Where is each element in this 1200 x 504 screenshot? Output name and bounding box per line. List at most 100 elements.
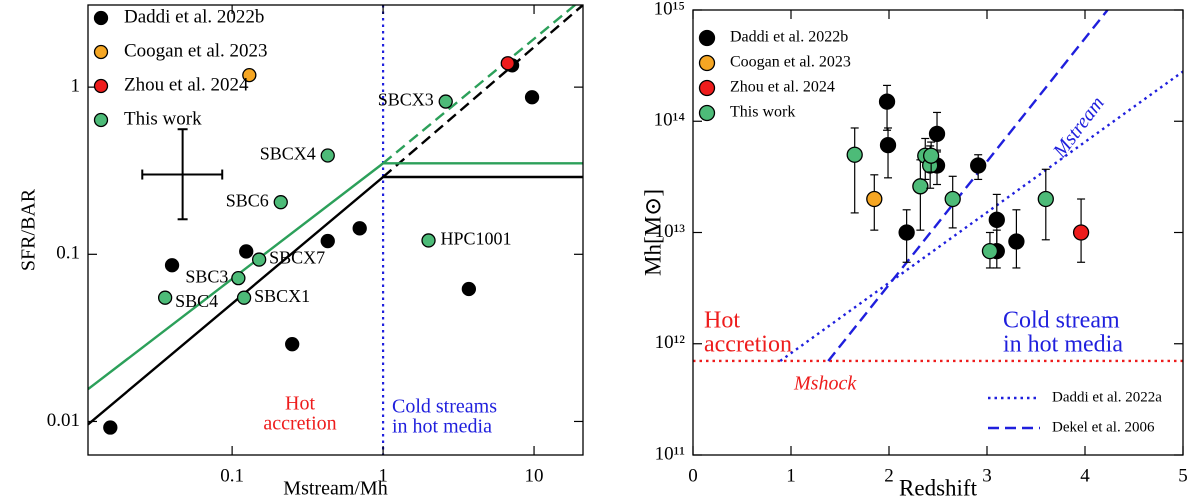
annotation: accretion	[263, 413, 336, 435]
model-line	[827, 10, 1109, 362]
data-point	[846, 146, 863, 163]
data-point	[1072, 224, 1090, 241]
legend-label: Coogan et al. 2023	[730, 54, 851, 71]
legend-marker	[698, 29, 716, 47]
annotation: in hot media	[392, 416, 492, 438]
model-line	[88, 162, 583, 391]
x-tick-label: 2	[884, 465, 894, 486]
data-point	[320, 148, 335, 163]
x-tick-label: 3	[982, 465, 992, 486]
data-point	[438, 94, 453, 109]
legend-label: Coogan et al. 2023	[124, 40, 268, 61]
data-point	[352, 221, 367, 236]
data-point	[898, 224, 915, 241]
data-point	[1008, 233, 1025, 250]
legend-label: This work	[730, 104, 795, 121]
data-point	[970, 157, 987, 174]
y-tick-label: 1	[71, 75, 81, 96]
annotation: Hot	[704, 308, 740, 334]
data-point	[524, 90, 540, 105]
legend-label: Zhou et al. 2024	[124, 74, 249, 95]
data-point	[912, 178, 929, 195]
data-point	[421, 233, 436, 248]
data-point	[320, 233, 335, 249]
point-label: SBC4	[175, 291, 218, 311]
data-point	[981, 242, 999, 260]
legend-marker	[93, 78, 109, 94]
plot-area	[88, 5, 583, 455]
legend-label: Dekel et al. 2006	[1052, 419, 1155, 435]
data-point	[1037, 190, 1054, 208]
data-point	[944, 190, 961, 208]
y-tick-label: 0.1	[56, 243, 80, 264]
point-label: SBC3	[185, 266, 228, 286]
plot-area	[693, 10, 1183, 363]
y-tick-label: 10¹²	[655, 332, 686, 353]
data-point	[251, 252, 267, 267]
axes-frame	[87, 4, 584, 456]
data-point	[164, 258, 180, 273]
y-tick-label: 10¹¹	[655, 443, 686, 464]
annotation: in hot media	[1003, 332, 1123, 358]
annotation: Mstream	[1048, 92, 1109, 162]
data-point	[157, 290, 173, 305]
y-tick-label: 10¹⁵	[654, 0, 685, 19]
x-tick-label: 0	[688, 465, 698, 486]
legend-marker	[698, 79, 716, 97]
data-point	[928, 125, 946, 143]
axes-frame	[692, 9, 1184, 456]
data-point	[236, 290, 252, 305]
data-point	[231, 270, 246, 286]
x-tick-label: 5	[1178, 465, 1188, 486]
x-tick-label: 0.1	[220, 465, 244, 486]
model-line	[382, 5, 583, 178]
y-tick-label: 0.01	[47, 410, 80, 431]
data-point	[500, 56, 515, 71]
y-axis-label: Mh[M⊙]	[640, 189, 665, 276]
y-tick-label: 10¹³	[655, 221, 686, 242]
data-point	[239, 244, 254, 259]
legend-label: Daddi et al. 2022b	[124, 6, 264, 27]
x-axis-label: Mstream/Mh	[283, 478, 387, 500]
data-point	[285, 337, 300, 352]
data-point	[103, 420, 118, 435]
data-point	[878, 93, 896, 110]
x-tick-label: 10	[525, 465, 544, 486]
y-axis-label: SFR/BAR	[18, 188, 40, 271]
annotation: accretion	[704, 332, 792, 358]
annotation: Cold stream	[1003, 308, 1120, 334]
annotation: Hot	[285, 393, 315, 415]
data-point	[273, 195, 288, 210]
data-point	[242, 67, 257, 83]
data-point	[922, 147, 940, 164]
legend-marker	[698, 104, 716, 122]
data-point	[461, 281, 477, 297]
legend-marker	[698, 54, 716, 72]
y-tick-label: 10¹⁴	[654, 110, 686, 131]
point-label: SBC6	[226, 190, 269, 210]
legend-label: Zhou et al. 2024	[730, 79, 835, 96]
data-point	[879, 136, 897, 154]
point-label: SBCX3	[378, 90, 434, 110]
legend-marker	[93, 112, 109, 128]
x-axis-label: Redshift	[899, 475, 978, 500]
annotation: Cold streams	[392, 396, 497, 418]
annotation: Mshock	[793, 373, 857, 395]
point-label: SBCX1	[254, 286, 310, 306]
x-tick-label: 1	[378, 465, 388, 486]
data-point	[988, 211, 1005, 228]
x-tick-label: 1	[786, 465, 796, 486]
legend-marker	[93, 10, 109, 26]
point-label: SBCX4	[260, 144, 316, 164]
model-line	[779, 70, 1183, 362]
legend-label: Daddi et al. 2022a	[1052, 389, 1162, 405]
data-point	[866, 190, 883, 208]
point-label: HPC1001	[441, 229, 512, 249]
x-tick-label: 4	[1080, 465, 1090, 486]
legend-label: This work	[124, 108, 202, 129]
model-line	[382, 5, 576, 165]
point-label: SBCX7	[269, 248, 325, 268]
legend-label: Daddi et al. 2022b	[730, 29, 848, 46]
legend-marker	[93, 44, 109, 60]
